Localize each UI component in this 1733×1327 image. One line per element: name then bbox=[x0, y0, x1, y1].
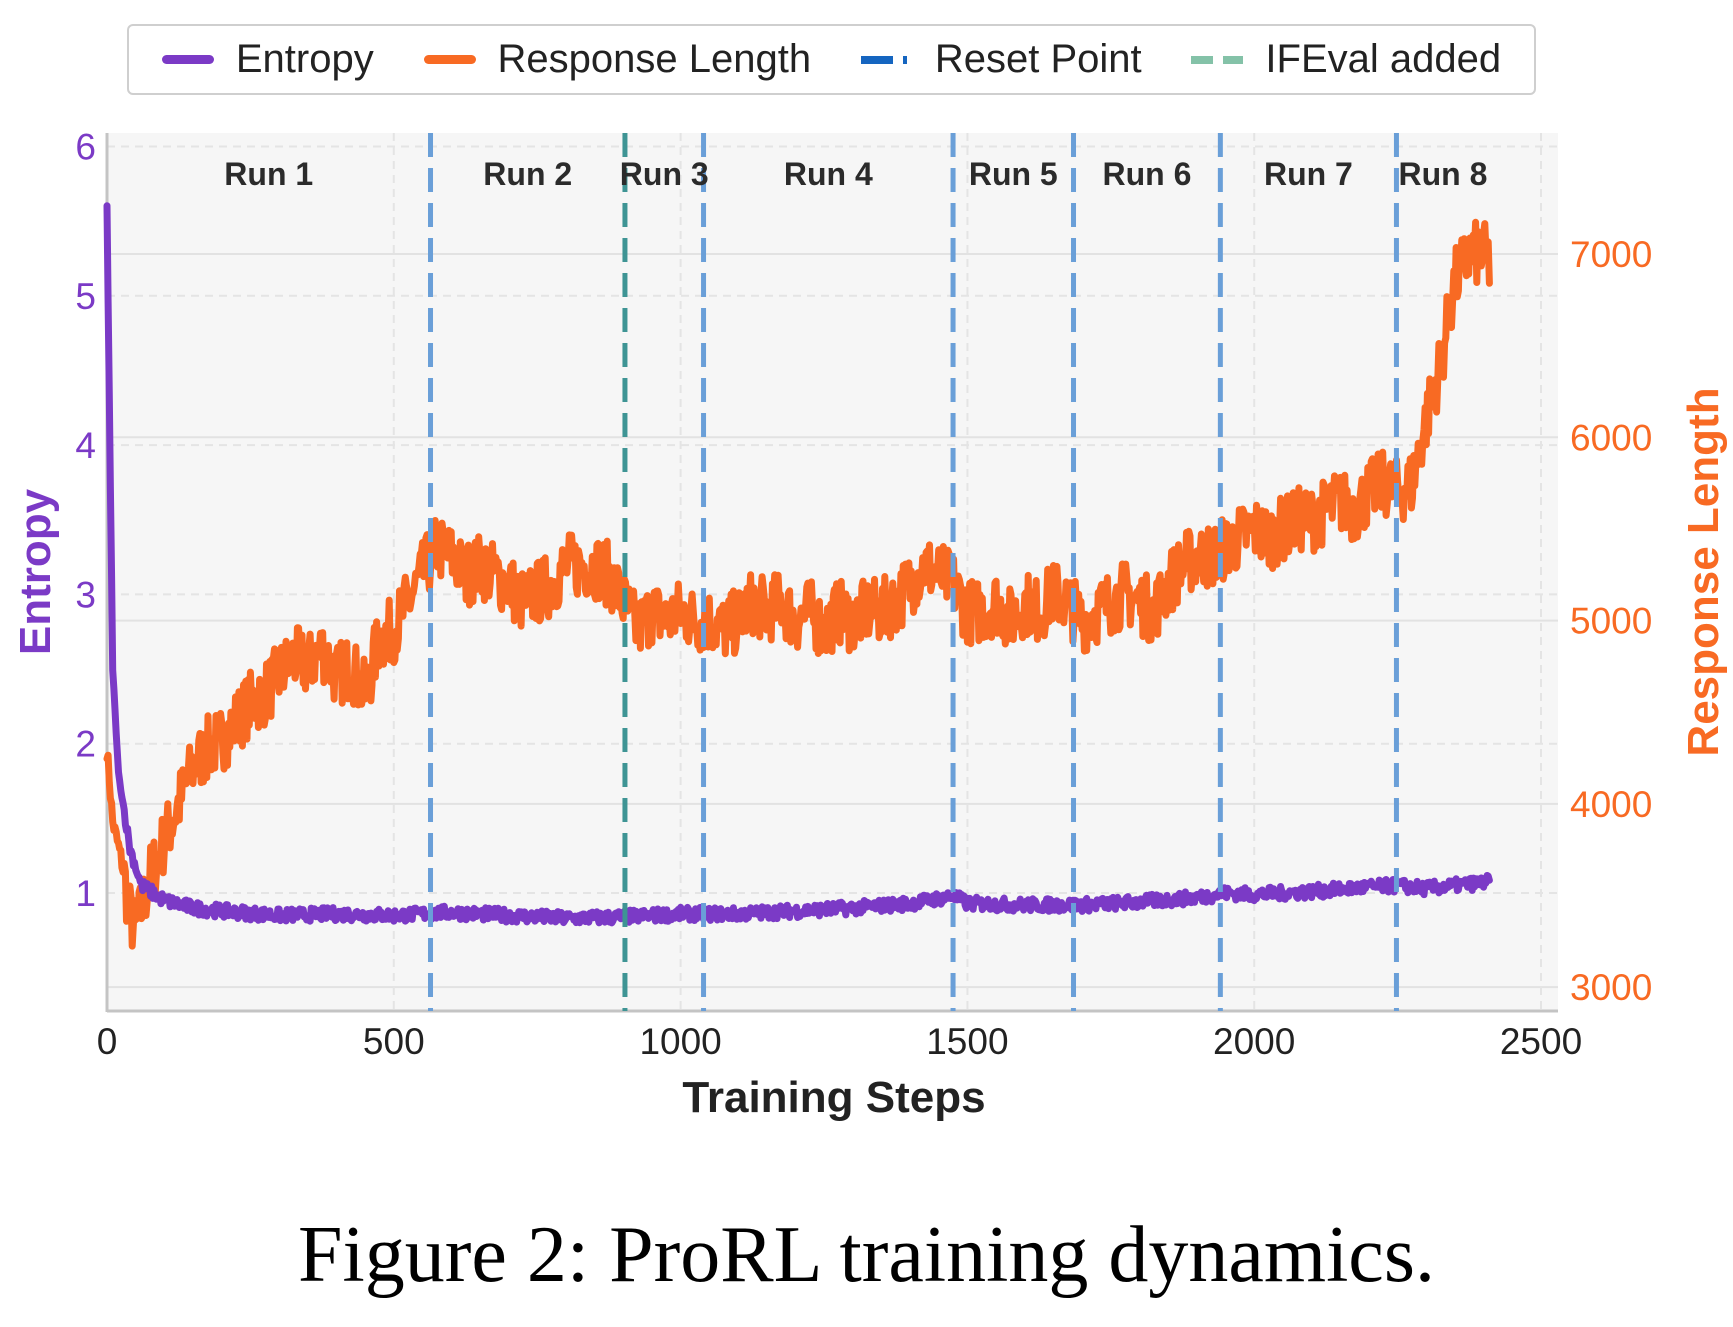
run-label: Run 7 bbox=[1264, 156, 1353, 192]
series-line-response-length bbox=[103, 218, 1493, 950]
legend-label: Reset Point bbox=[934, 37, 1142, 81]
legend-item-entropy: Entropy bbox=[161, 37, 374, 82]
series-line-entropy bbox=[103, 202, 1493, 927]
left-tick-label: 3 bbox=[75, 574, 96, 615]
run-label: Run 2 bbox=[483, 156, 572, 192]
legend-swatch-ifeval bbox=[1191, 55, 1244, 64]
x-tick-label: 1500 bbox=[926, 1021, 1008, 1062]
right-tick-label: 3000 bbox=[1570, 967, 1652, 1008]
x-axis-label: Training Steps bbox=[682, 1073, 985, 1122]
plot-background bbox=[107, 133, 1558, 1011]
left-tick-label: 6 bbox=[75, 126, 96, 167]
legend-item-reset-point: Reset Point bbox=[860, 37, 1142, 82]
run-label: Run 6 bbox=[1102, 156, 1191, 192]
left-tick-label: 4 bbox=[75, 425, 96, 466]
left-axis-label: Entropy bbox=[11, 488, 60, 655]
legend-label: IFEval added bbox=[1265, 37, 1502, 81]
right-tick-label: 7000 bbox=[1570, 234, 1652, 275]
run-label: Run 5 bbox=[969, 156, 1058, 192]
x-tick-label: 1000 bbox=[639, 1021, 721, 1062]
run-label: Run 3 bbox=[620, 156, 709, 192]
x-tick-label: 2500 bbox=[1500, 1021, 1582, 1062]
legend-item-response-length: Response Length bbox=[423, 37, 812, 82]
right-tick-label: 6000 bbox=[1570, 417, 1652, 458]
right-axis-label: Response Length bbox=[1679, 387, 1728, 756]
x-tick-label: 500 bbox=[363, 1021, 425, 1062]
run-label: Run 1 bbox=[224, 156, 313, 192]
legend-swatch-entropy bbox=[161, 55, 214, 64]
x-tick-label: 2000 bbox=[1213, 1021, 1295, 1062]
run-label: Run 4 bbox=[784, 156, 873, 192]
right-tick-label: 4000 bbox=[1570, 784, 1652, 825]
legend-swatch-response bbox=[423, 55, 476, 64]
figure-caption: Figure 2: ProRL training dynamics. bbox=[298, 1211, 1435, 1299]
legend-swatch-reset bbox=[860, 55, 913, 64]
left-tick-label: 5 bbox=[75, 276, 96, 317]
legend-label: Response Length bbox=[497, 37, 812, 81]
run-label: Run 8 bbox=[1398, 156, 1487, 192]
right-tick-label: 5000 bbox=[1570, 601, 1652, 642]
x-tick-label: 0 bbox=[97, 1021, 118, 1062]
legend: Entropy Response Length Reset Point IFEv… bbox=[127, 24, 1536, 95]
legend-label: Entropy bbox=[235, 37, 374, 81]
left-tick-label: 1 bbox=[75, 873, 96, 914]
left-tick-label: 2 bbox=[75, 724, 96, 765]
legend-item-ifeval-added: IFEval added bbox=[1191, 37, 1501, 82]
